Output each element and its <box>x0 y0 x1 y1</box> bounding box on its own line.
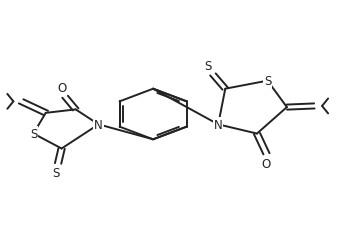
Text: S: S <box>53 166 60 179</box>
Text: N: N <box>94 118 103 131</box>
Text: N: N <box>214 118 222 131</box>
Text: O: O <box>57 82 66 95</box>
Text: S: S <box>264 75 271 88</box>
Text: O: O <box>261 157 270 170</box>
Text: S: S <box>30 128 37 140</box>
Text: S: S <box>204 60 211 73</box>
